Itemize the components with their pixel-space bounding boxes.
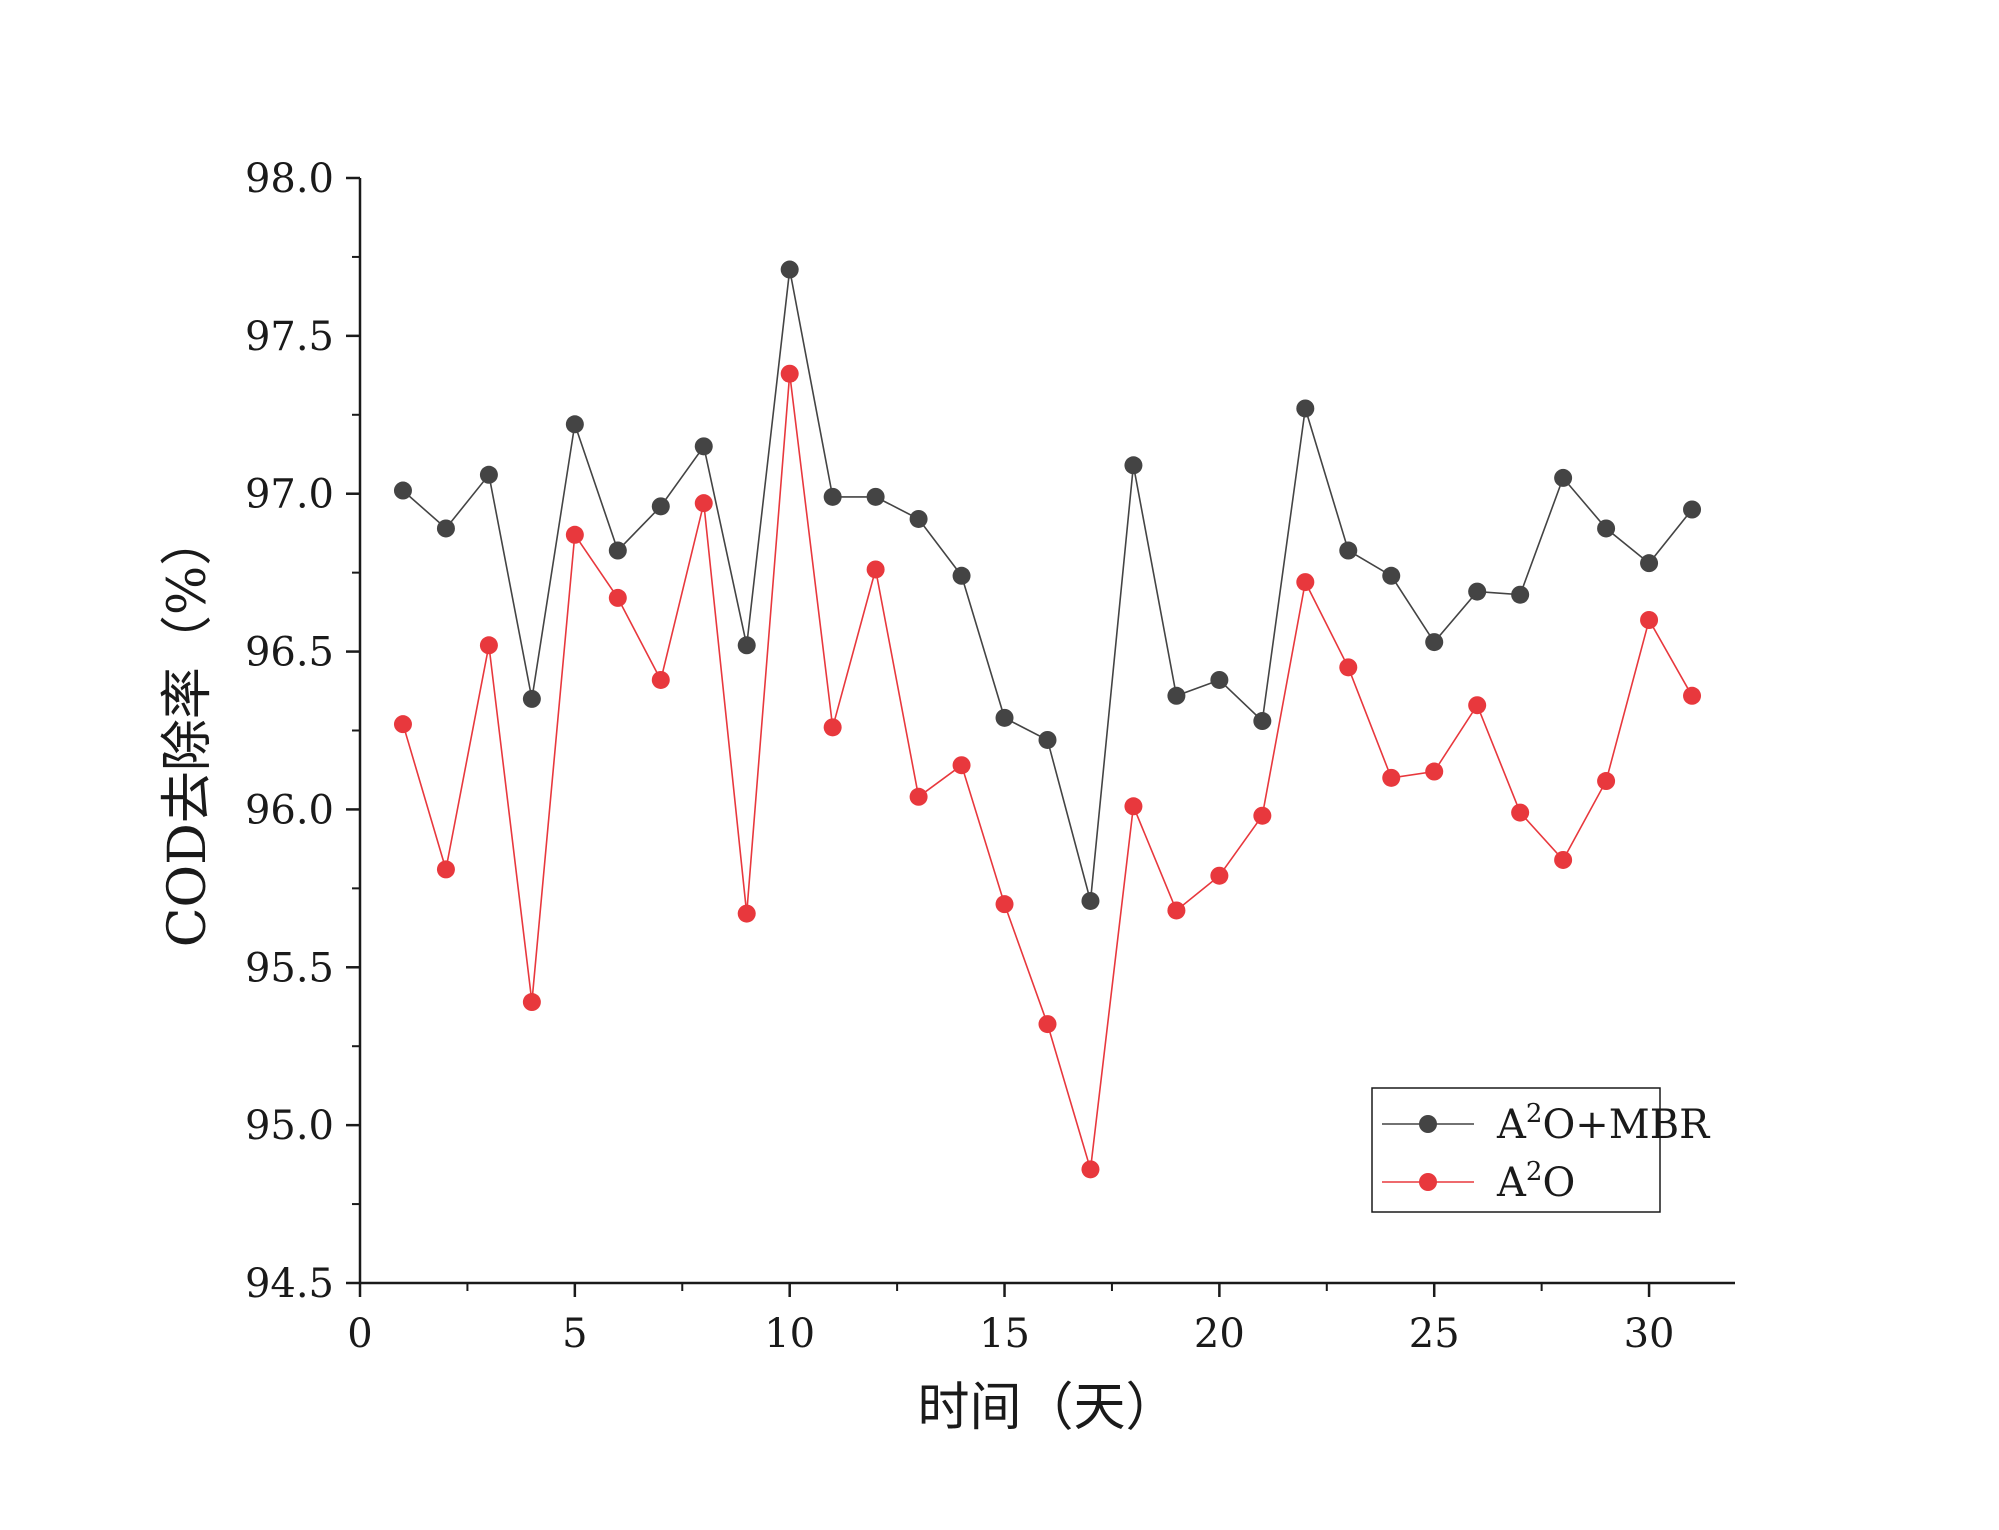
legend-label: A2O+MBR [1496, 1099, 1711, 1148]
data-point [1339, 541, 1358, 560]
legend: A2O+MBR A2O [1371, 1087, 1711, 1213]
data-point [952, 756, 971, 775]
y-tick-label: 94.5 [245, 1261, 334, 1307]
data-point [1683, 686, 1702, 705]
y-tick-label: 97.0 [245, 472, 334, 518]
data-point [1038, 1015, 1057, 1034]
data-point [1425, 762, 1444, 781]
data-point [1167, 686, 1186, 705]
data-point [823, 718, 842, 737]
data-point [522, 689, 541, 708]
legend-item: A2O [1382, 1157, 1575, 1206]
data-point [1210, 866, 1229, 885]
data-point [1124, 456, 1143, 475]
legend-label: A2O [1496, 1157, 1575, 1206]
x-axis-title: 时间（天） [917, 1378, 1177, 1438]
x-tick-label: 0 [347, 1311, 372, 1357]
data-point [393, 715, 412, 734]
data-point [1640, 611, 1659, 629]
data-point [522, 993, 541, 1012]
x-tick-label: 10 [764, 1311, 815, 1357]
data-point [565, 415, 584, 434]
x-tick-label: 30 [1624, 1311, 1675, 1357]
data-point [694, 494, 713, 513]
data-point [436, 860, 455, 879]
y-tick-label: 95.0 [245, 1103, 334, 1149]
data-point [1683, 500, 1702, 519]
data-point [1081, 1160, 1100, 1179]
series-line [402, 269, 1693, 902]
data-point [565, 525, 584, 544]
y-tick-label: 98.0 [245, 156, 334, 202]
data-point [1468, 696, 1487, 715]
data-point [1124, 797, 1143, 816]
data-point [1554, 468, 1573, 487]
data-point [393, 481, 412, 500]
data-point [1597, 519, 1616, 538]
data-point [1382, 566, 1401, 585]
data-point [952, 566, 971, 585]
data-point [823, 487, 842, 506]
data-point [436, 519, 455, 538]
data-point [1253, 712, 1272, 731]
data-point [651, 670, 670, 689]
series-line [402, 373, 1693, 1170]
data-point [1554, 850, 1573, 869]
data-point [1081, 891, 1100, 910]
data-point [1425, 633, 1444, 652]
data-point [1511, 585, 1530, 604]
data-point [1640, 554, 1659, 573]
data-point [995, 708, 1014, 727]
data-point [1167, 901, 1186, 920]
data-point [780, 260, 799, 279]
series-layer [393, 260, 1702, 1179]
x-tick-label: 15 [979, 1311, 1030, 1357]
data-point [479, 465, 498, 484]
data-point [1253, 806, 1272, 825]
data-point [479, 636, 498, 655]
data-point [608, 541, 627, 560]
data-point [866, 560, 885, 579]
legend-item: A2O+MBR [1382, 1099, 1711, 1148]
legend-marker [1419, 1115, 1437, 1133]
data-point [1296, 573, 1315, 592]
data-point [995, 895, 1014, 914]
data-point [866, 487, 885, 506]
y-tick-label: 97.5 [245, 314, 334, 360]
data-point [1038, 730, 1057, 749]
data-point [737, 904, 756, 923]
y-tick-label: 95.5 [245, 945, 334, 991]
series-2 [393, 364, 1702, 1179]
data-point [1597, 772, 1616, 791]
x-tick-label: 5 [562, 1311, 587, 1357]
data-point [1468, 582, 1487, 601]
data-point [1511, 803, 1530, 822]
x-tick-label: 20 [1194, 1311, 1245, 1357]
data-point [909, 787, 928, 806]
data-point [1296, 399, 1315, 418]
data-point [737, 636, 756, 655]
data-point [1339, 658, 1358, 677]
data-point [651, 497, 670, 516]
y-tick-label: 96.5 [245, 630, 334, 676]
data-point [694, 437, 713, 456]
y-tick-label: 96.0 [245, 787, 334, 833]
data-point [1382, 768, 1401, 787]
data-point [608, 588, 627, 607]
data-point [909, 509, 928, 528]
data-point [1210, 670, 1229, 689]
x-tick-label: 25 [1409, 1311, 1460, 1357]
legend-box [1371, 1087, 1661, 1213]
legend-marker [1419, 1173, 1437, 1191]
data-point [780, 364, 799, 383]
axes: 0 5 10 15 20 25 30 94.5 95.0 95.5 96.0 96.5 97.0 97.5… [158, 156, 1735, 1438]
series-1 [393, 260, 1702, 910]
y-axis-title: COD去除率（%） [158, 514, 218, 948]
